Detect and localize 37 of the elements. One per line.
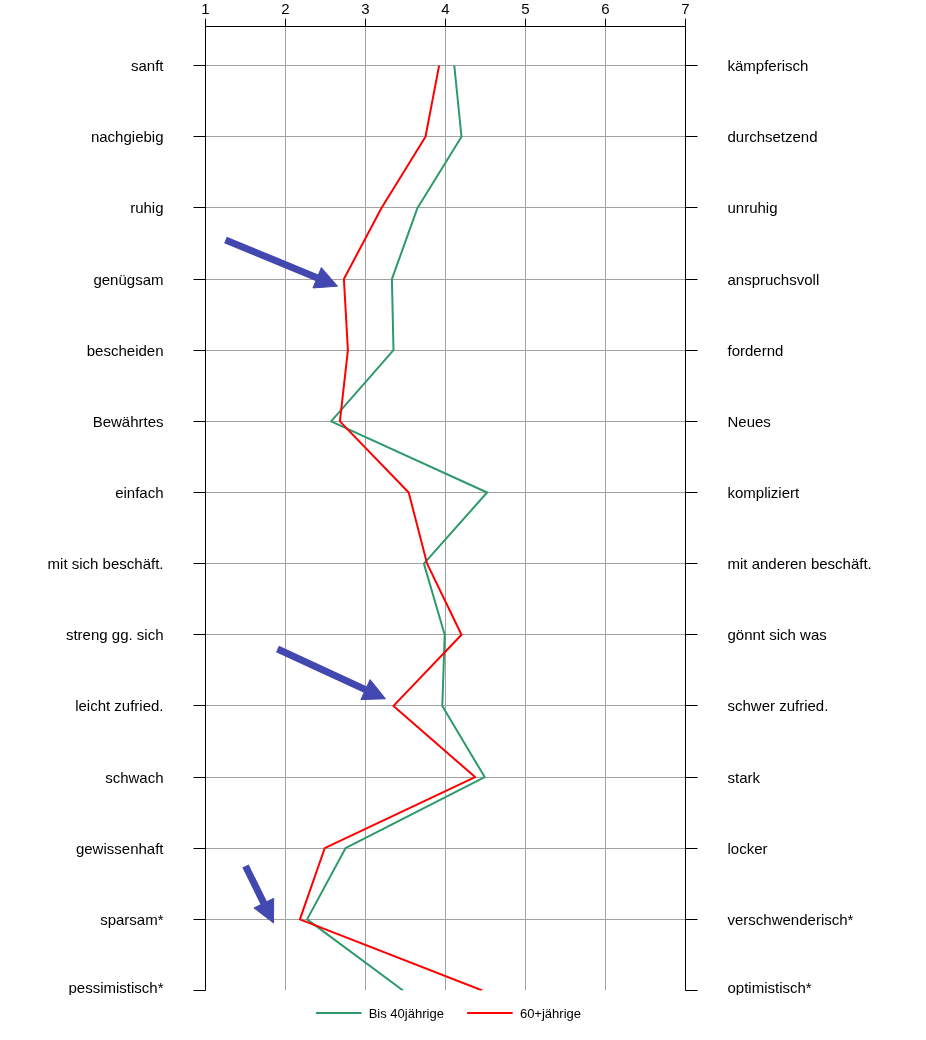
y2-tick-label: verschwenderisch* [727, 910, 854, 928]
y2-tick-label: locker [727, 839, 768, 857]
y2-tick-label: anspruchsvoll [727, 270, 820, 288]
y-tick-label: pessimistisch* [68, 978, 164, 996]
x-tick-label: 6 [601, 0, 610, 17]
y2-tick-label: schwer zufried. [727, 697, 829, 715]
y2-tick-label: gönnt sich was [727, 626, 827, 644]
y-tick-label: nachgiebig [90, 128, 164, 146]
y2-tick-label: optimistisch* [727, 978, 812, 996]
x-tick-label: 5 [521, 0, 530, 17]
y-tick-label: mit sich beschäft. [47, 555, 164, 573]
y2-tick-label: mit anderen beschäft. [727, 555, 872, 573]
y-tick-label: sanft [130, 57, 165, 75]
y-tick-label: streng gg. sich [65, 626, 164, 644]
x-tick-label: 3 [361, 0, 370, 17]
y-tick-label: einfach [115, 483, 164, 501]
legend-label: 60+jährige [519, 1005, 581, 1021]
y-tick-label: schwach [105, 768, 164, 786]
x-tick-label: 4 [441, 0, 450, 17]
y2-tick-label: kompliziert [727, 483, 801, 501]
x-tick-label: 2 [281, 0, 290, 17]
y2-tick-label: kämpferisch [727, 57, 809, 75]
y2-tick-label: durchsetzend [727, 128, 818, 146]
y-tick-label: ruhig [130, 199, 164, 217]
y2-tick-label: unruhig [727, 199, 778, 217]
y2-tick-label: fordernd [727, 341, 784, 359]
y-tick-label: gewissenhaft [75, 839, 165, 857]
y2-tick-label: Neues [727, 412, 771, 430]
x-tick-label: 7 [681, 0, 690, 17]
legend-label: Bis 40jährige [368, 1005, 444, 1021]
y-tick-label: Bewährtes [92, 412, 164, 430]
y-tick-label: genügsam [93, 270, 164, 288]
y-tick-label: bescheiden [86, 341, 164, 359]
y2-tick-label: stark [727, 768, 761, 786]
y-tick-label: leicht zufried. [75, 697, 164, 715]
y-tick-label: sparsam* [100, 910, 164, 928]
x-tick-label: 1 [201, 0, 210, 17]
